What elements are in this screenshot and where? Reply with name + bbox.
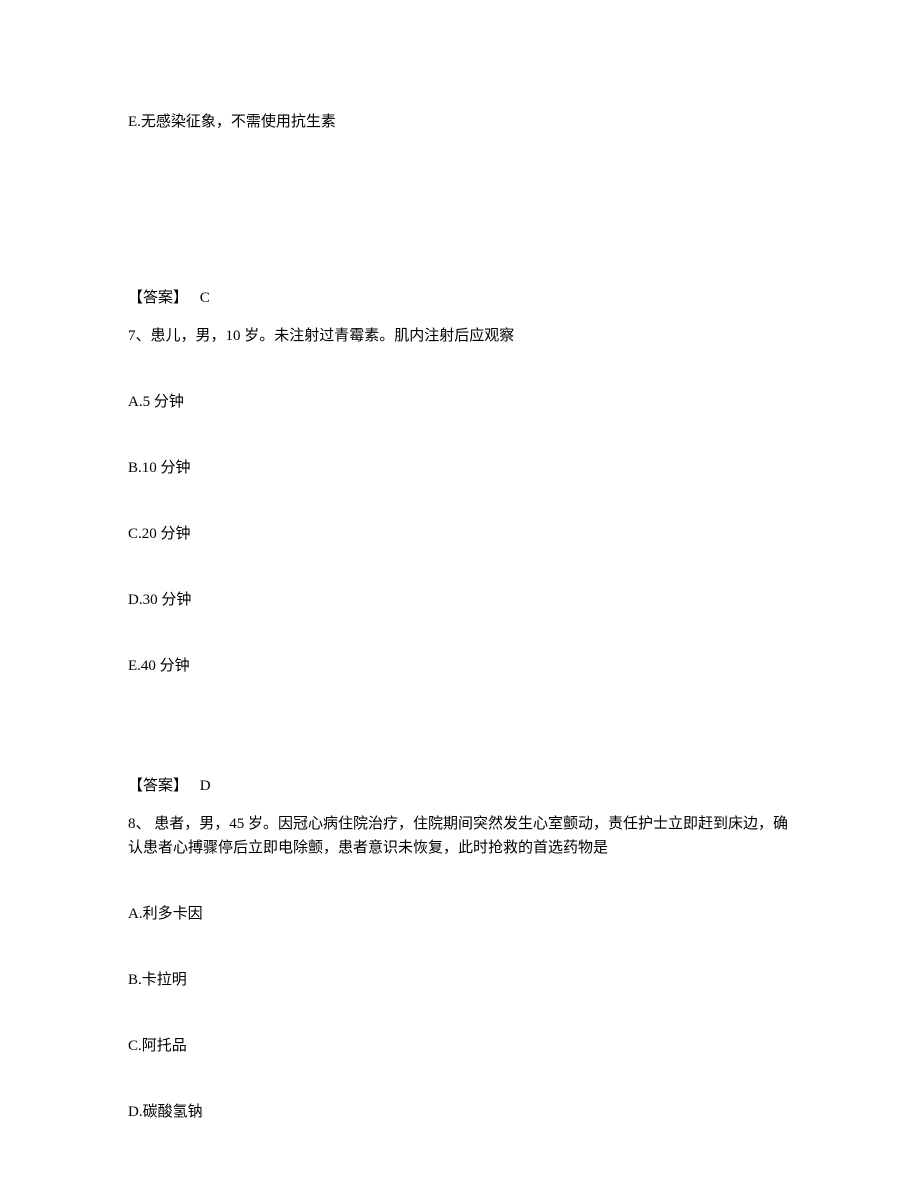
q8-option-d: D.碳酸氢钠 — [128, 1100, 792, 1124]
q8-option-c: C.阿托品 — [128, 1034, 792, 1058]
q8-stem: 8、 患者，男，45 岁。因冠心病住院治疗，住院期间突然发生心室颤动，责任护士立… — [128, 812, 792, 860]
spacer — [128, 176, 792, 286]
q8-option-b: B.卡拉明 — [128, 968, 792, 992]
q7-answer-block: 【答案】 C — [128, 286, 792, 310]
spacer — [128, 720, 792, 774]
q7-option-a: A.5 分钟 — [128, 390, 792, 414]
q8-option-a: A.利多卡因 — [128, 902, 792, 926]
answer-value: C — [200, 290, 210, 306]
answer-label: 【答案】 — [128, 778, 188, 794]
q7-option-d: D.30 分钟 — [128, 588, 792, 612]
answer-label: 【答案】 — [128, 290, 188, 306]
q7-option-e: E.40 分钟 — [128, 654, 792, 678]
prev-question-option-e: E.无感染征象，不需使用抗生素 — [128, 110, 792, 134]
q8-answer-block: 【答案】 D — [128, 774, 792, 798]
q7-stem: 7、患儿，男，10 岁。未注射过青霉素。肌内注射后应观察 — [128, 324, 792, 348]
answer-value: D — [200, 778, 211, 794]
q7-option-b: B.10 分钟 — [128, 456, 792, 480]
q7-option-c: C.20 分钟 — [128, 522, 792, 546]
